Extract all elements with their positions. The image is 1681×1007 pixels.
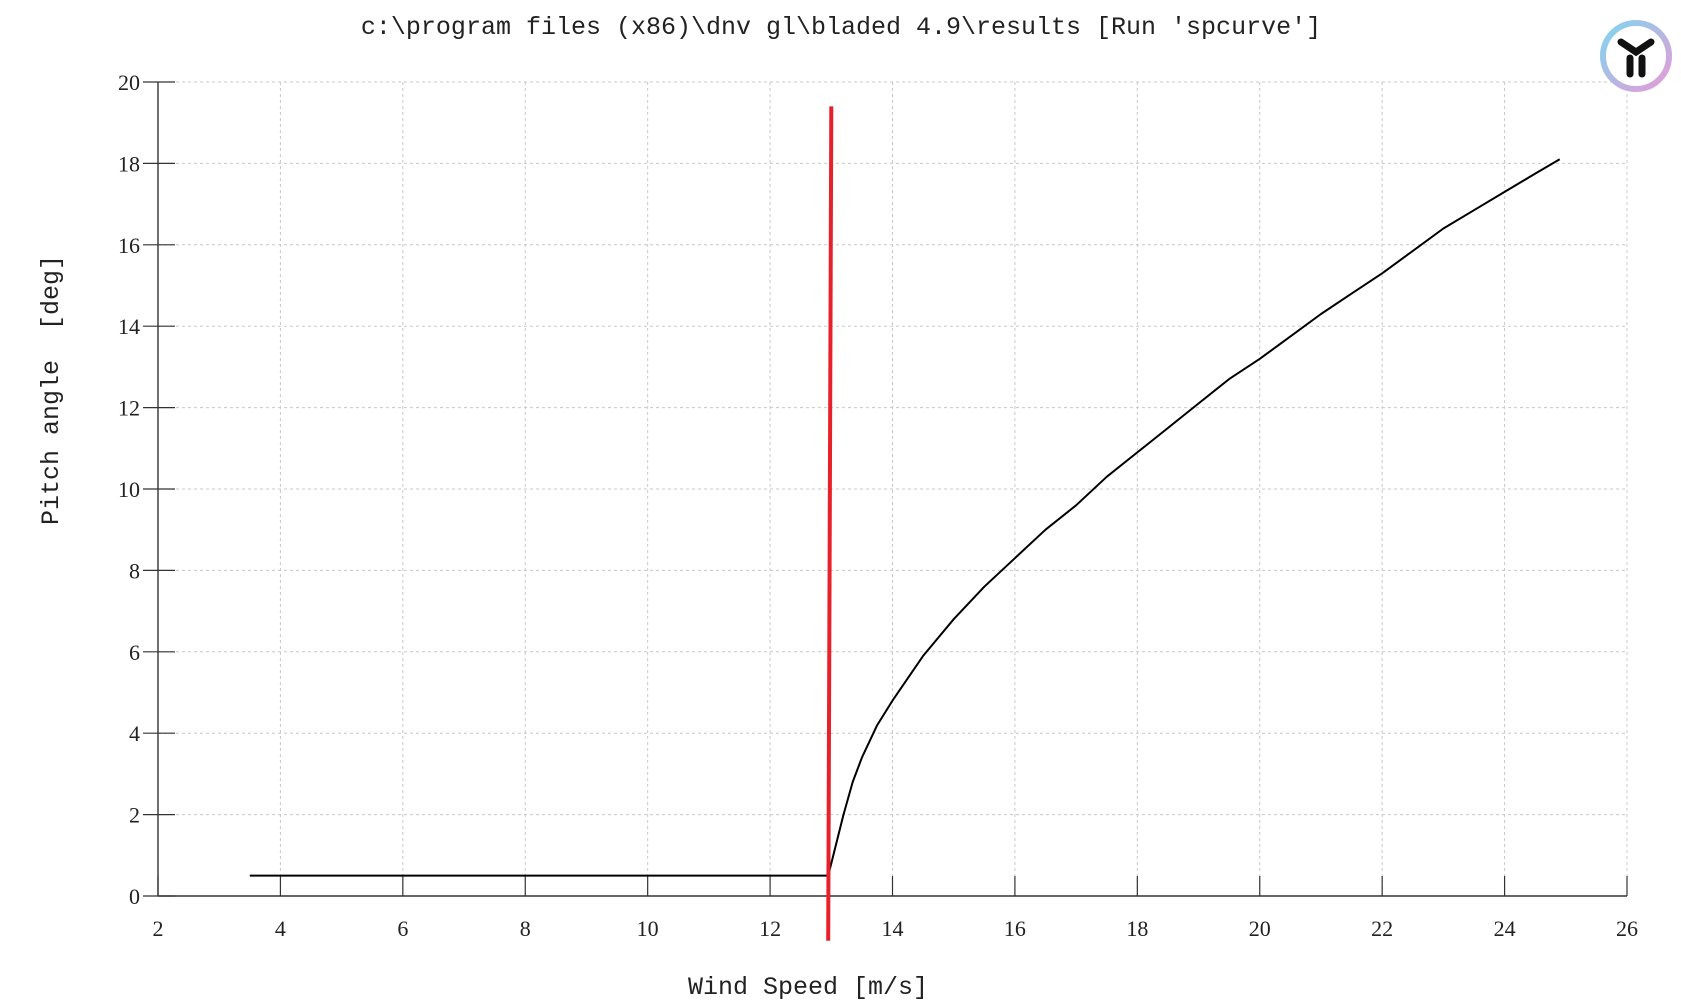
y-tick-label: 4 [129,721,140,746]
y-tick-label: 0 [129,884,140,909]
pitch-curve [249,158,1561,877]
y-tick-label: 14 [118,314,140,339]
x-tick-label: 14 [882,916,904,941]
red-marker-line [826,106,834,941]
x-tick-label: 10 [637,916,659,941]
y-tick-label: 10 [118,477,140,502]
x-tick-label: 6 [397,916,408,941]
chart-title: c:\program files (x86)\dnv gl\bladed 4.9… [361,13,1321,42]
x-axis-label: Wind Speed [m/s] [688,973,928,1002]
y-tick-label: 18 [118,151,140,176]
y-tick-label: 12 [118,396,140,421]
x-tick-label: 26 [1616,916,1638,941]
y-tick-label: 20 [118,70,140,95]
y-shaped-app-logo-icon [1617,38,1655,78]
y-tick-label: 2 [129,803,140,828]
x-tick-label: 22 [1371,916,1393,941]
x-tick-label: 12 [759,916,781,941]
x-tick-label: 20 [1249,916,1271,941]
y-tick-label: 8 [129,558,140,583]
x-tick-label: 24 [1494,916,1516,941]
x-tick-label: 4 [275,916,286,941]
x-tick-label: 18 [1126,916,1148,941]
grid [158,81,1628,896]
y-axis-label: Pitch angle [deg] [37,255,66,525]
x-tick-label: 16 [1004,916,1026,941]
app-logo[interactable] [1600,20,1672,92]
y-tick-label: 6 [129,640,140,665]
y-tick-label: 16 [118,233,140,258]
series [249,106,1561,941]
axes [143,81,1628,897]
x-tick-label: 2 [153,916,164,941]
x-tick-label: 8 [520,916,531,941]
